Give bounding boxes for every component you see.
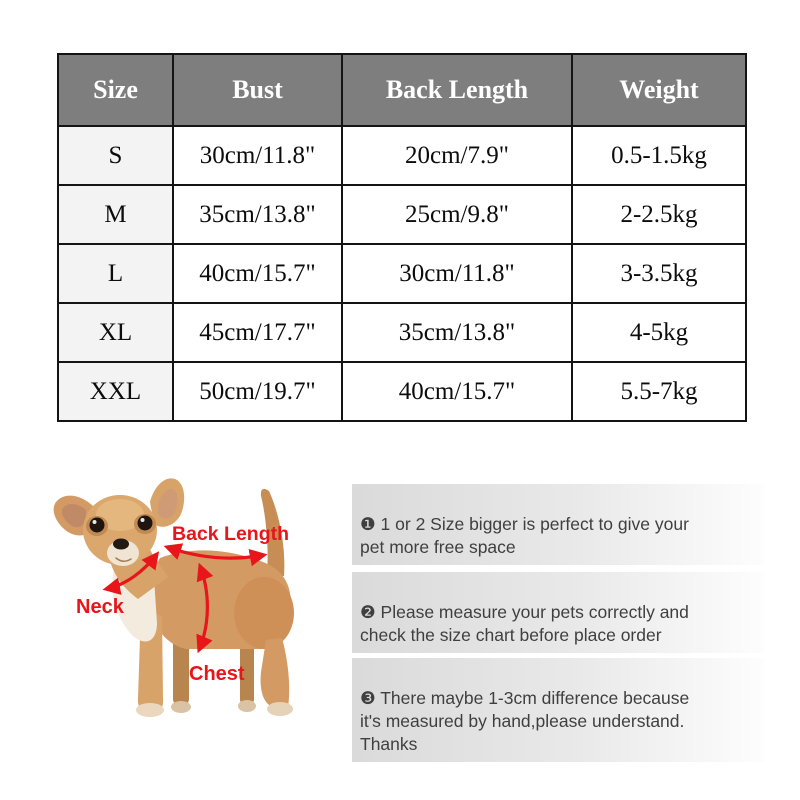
chihuahua-dog-image [53,478,294,717]
back-length-value: 40cm/15.7" [341,361,573,422]
back-length-label: Back Length [172,523,290,545]
weight-value: 5.5-7kg [571,361,747,422]
weight-value: 2-2.5kg [571,184,747,245]
table-row-s: S 30cm/11.8" 20cm/7.9" 0.5-1.5kg [57,125,747,186]
neck-label: Neck [76,596,124,618]
size-table: Size Bust Back Length Weight S 30cm/11.8… [57,53,747,422]
table-row-xxl: XXL 50cm/19.7" 40cm/15.7" 5.5-7kg [57,361,747,422]
note-measure-correctly: ❷ Please measure your pets correctly and… [352,572,764,653]
column-header-bust: Bust [172,53,343,127]
size-value: S [57,125,174,186]
note-text: ❶ 1 or 2 Size bigger is perfect to give … [360,514,689,557]
dog-measurement-diagram: Back Length Neck Chest [38,458,342,750]
bust-value: 50cm/19.7" [172,361,343,422]
note-text: ❸ There maybe 1-3cm difference because i… [360,688,690,754]
bust-value: 45cm/17.7" [172,302,343,363]
weight-value: 3-3.5kg [571,243,747,304]
bust-value: 30cm/11.8" [172,125,343,186]
back-length-value: 30cm/11.8" [341,243,573,304]
table-header-row: Size Bust Back Length Weight [57,53,747,127]
bust-value: 40cm/15.7" [172,243,343,304]
column-header-weight: Weight [571,53,747,127]
chest-arrow [196,562,214,654]
column-header-size: Size [57,53,174,127]
back-length-value: 25cm/9.8" [341,184,573,245]
chest-label: Chest [189,663,245,685]
bust-value: 35cm/13.8" [172,184,343,245]
weight-value: 4-5kg [571,302,747,363]
note-hand-measure-difference: ❸ There maybe 1-3cm difference because i… [352,658,764,762]
back-length-arrow [163,543,268,567]
note-text: ❷ Please measure your pets correctly and… [360,602,689,645]
size-value: M [57,184,174,245]
size-value: XXL [57,361,174,422]
table-row-l: L 40cm/15.7" 30cm/11.8" 3-3.5kg [57,243,747,304]
table-row-m: M 35cm/13.8" 25cm/9.8" 2-2.5kg [57,184,747,245]
measurement-arrows [102,543,268,654]
size-value: L [57,243,174,304]
note-size-bigger: ❶ 1 or 2 Size bigger is perfect to give … [352,484,764,565]
weight-value: 0.5-1.5kg [571,125,747,186]
size-value: XL [57,302,174,363]
neck-arrow [102,551,160,595]
back-length-value: 20cm/7.9" [341,125,573,186]
table-row-xl: XL 45cm/17.7" 35cm/13.8" 4-5kg [57,302,747,363]
column-header-back-length: Back Length [341,53,573,127]
back-length-value: 35cm/13.8" [341,302,573,363]
